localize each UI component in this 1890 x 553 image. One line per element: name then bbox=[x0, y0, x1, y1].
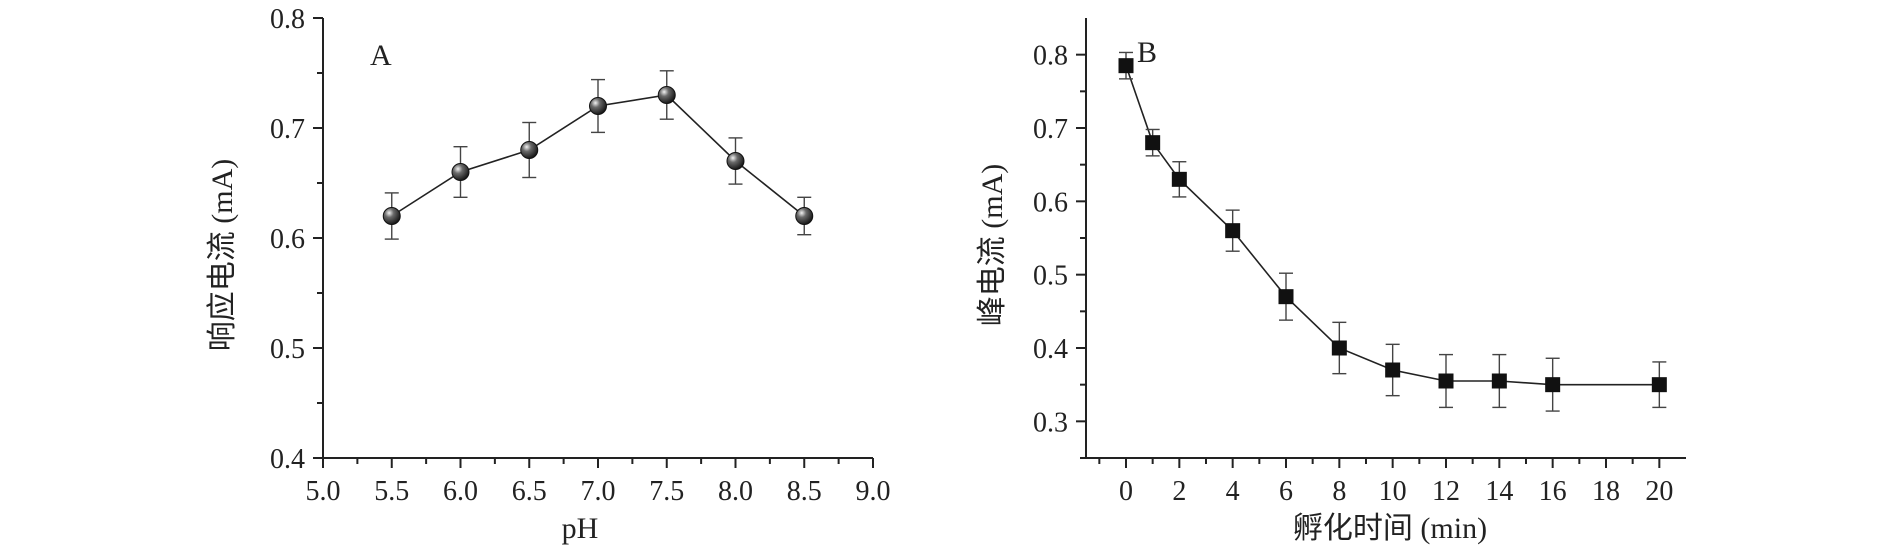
data-point bbox=[1545, 377, 1561, 393]
data-point bbox=[382, 207, 401, 225]
y-tick-label: 0.5 bbox=[1033, 261, 1068, 292]
x-tick-label: 5.5 bbox=[374, 476, 409, 507]
x-tick-label: 6.0 bbox=[443, 476, 478, 507]
x-tick-label: 18 bbox=[1592, 476, 1620, 507]
data-point bbox=[1651, 377, 1667, 393]
x-axis-title-a: pH bbox=[562, 512, 599, 545]
x-tick-label: 4 bbox=[1226, 476, 1240, 507]
data-point bbox=[451, 163, 470, 181]
x-tick-label: 8.5 bbox=[787, 476, 822, 507]
x-tick-label: 20 bbox=[1645, 476, 1673, 507]
data-point bbox=[1331, 340, 1347, 356]
x-tick-label: 16 bbox=[1539, 476, 1567, 507]
data-point bbox=[1491, 373, 1507, 389]
data-point bbox=[657, 86, 676, 104]
y-tick-label: 0.5 bbox=[270, 334, 305, 365]
data-point bbox=[1118, 58, 1134, 74]
y-ticks-a: 0.4 0.5 0.6 0.7 0.8 bbox=[270, 4, 323, 475]
y-tick-label: 0.8 bbox=[270, 4, 305, 35]
x-axis-title-b: 孵化时间 (min) bbox=[1293, 512, 1487, 545]
data-point bbox=[1145, 135, 1161, 151]
x-tick-label: 6.5 bbox=[512, 476, 547, 507]
series-a bbox=[382, 70, 814, 240]
axes-b bbox=[1085, 18, 1686, 459]
data-point bbox=[1225, 223, 1241, 239]
x-tick-label: 2 bbox=[1172, 476, 1186, 507]
chart-panel-b: B 0 2 4 6 8 10 12 14 16 18 20 0.3 0.4 0.5 0.6 0.7 0.8 孵… bbox=[976, 18, 1686, 545]
x-ticks-b: 0 2 4 6 8 10 12 14 16 18 20 bbox=[1098, 458, 1673, 507]
x-tick-label: 14 bbox=[1485, 476, 1513, 507]
x-tick-label: 0 bbox=[1119, 476, 1133, 507]
y-tick-label: 0.6 bbox=[1033, 187, 1068, 218]
data-point bbox=[1438, 373, 1454, 389]
data-point bbox=[1171, 171, 1187, 187]
y-tick-label: 0.4 bbox=[270, 444, 305, 475]
y-tick-label: 0.7 bbox=[1033, 114, 1068, 145]
y-tick-label: 0.7 bbox=[270, 114, 305, 145]
panel-label-a: A bbox=[370, 39, 392, 72]
x-tick-label: 7.0 bbox=[581, 476, 616, 507]
x-tick-label: 12 bbox=[1432, 476, 1460, 507]
x-tick-label: 6 bbox=[1279, 476, 1293, 507]
data-point bbox=[1385, 362, 1401, 378]
series-b bbox=[1118, 51, 1667, 412]
y-axis-title-b: 峰电流 (mA) bbox=[976, 164, 1009, 326]
x-ticks-a: 5.0 5.5 6.0 6.5 7.0 7.5 8.0 8.5 9.0 bbox=[306, 458, 891, 507]
x-tick-label: 7.5 bbox=[649, 476, 684, 507]
x-tick-label: 8.0 bbox=[718, 476, 753, 507]
data-point bbox=[1278, 289, 1294, 305]
series-line bbox=[1125, 65, 1660, 386]
x-tick-label: 10 bbox=[1379, 476, 1407, 507]
x-tick-label: 9.0 bbox=[856, 476, 891, 507]
data-point bbox=[589, 97, 607, 115]
chart-panel-a: A 5.0 5.5 6.0 6.5 7.0 7.5 8.0 8.5 9.0 0.40.50.60… bbox=[206, 4, 891, 545]
y-axis-title-a: 响应电流 (mA) bbox=[206, 159, 239, 351]
y-tick-label: 0.6 bbox=[270, 224, 305, 255]
y-tick-label: 0.8 bbox=[1033, 41, 1068, 72]
data-point bbox=[726, 152, 745, 170]
x-tick-label: 8 bbox=[1332, 476, 1346, 507]
y-tick-label: 0.3 bbox=[1033, 407, 1068, 438]
y-tick-label: 0.4 bbox=[1033, 334, 1068, 365]
x-tick-label: 5.0 bbox=[306, 476, 341, 507]
y-ticks-b: 0.3 0.4 0.5 0.6 0.7 0.8 bbox=[1033, 41, 1086, 459]
data-point bbox=[795, 207, 814, 225]
panel-label-b: B bbox=[1137, 36, 1157, 69]
data-point bbox=[520, 141, 539, 159]
